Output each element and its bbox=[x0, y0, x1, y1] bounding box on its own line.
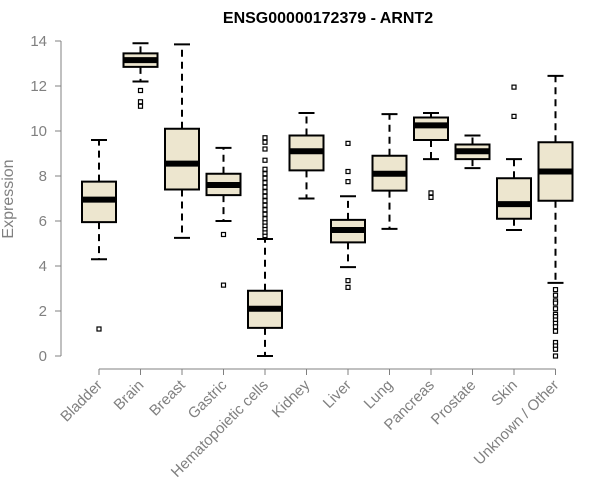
outlier-point bbox=[262, 216, 268, 222]
outlier-point bbox=[262, 198, 268, 204]
outlier-point bbox=[220, 282, 227, 288]
outlier-point bbox=[262, 202, 268, 208]
outlier-point bbox=[262, 193, 268, 199]
category-label: Brain bbox=[111, 377, 148, 414]
iqr-box bbox=[413, 116, 449, 141]
box-group bbox=[496, 84, 532, 231]
outlier-point bbox=[552, 353, 559, 359]
box-group bbox=[288, 112, 325, 200]
outlier-point bbox=[262, 171, 268, 177]
box-group bbox=[122, 42, 159, 109]
outlier-point bbox=[262, 146, 268, 152]
outlier-point bbox=[262, 207, 268, 213]
outlier-point bbox=[262, 211, 268, 217]
box-group bbox=[330, 140, 366, 290]
outlier-point bbox=[428, 190, 434, 196]
y-tick-label: 6 bbox=[39, 213, 47, 230]
outlier-point bbox=[220, 231, 227, 238]
outlier-point bbox=[262, 166, 268, 172]
box-group bbox=[413, 112, 449, 200]
chart-title: ENSG00000172379 - ARNT2 bbox=[223, 10, 433, 27]
outlier-point bbox=[262, 184, 268, 190]
iqr-box bbox=[496, 177, 532, 220]
outlier-point bbox=[511, 84, 517, 90]
outlier-point bbox=[552, 346, 559, 352]
y-tick-label: 12 bbox=[30, 78, 47, 95]
box-group bbox=[205, 146, 242, 288]
y-axis-title: Expression bbox=[0, 159, 17, 238]
outlier-point bbox=[137, 87, 144, 94]
y-tick-label: 14 bbox=[30, 33, 47, 50]
y-tick-label: 0 bbox=[39, 348, 47, 365]
box-group bbox=[537, 74, 574, 359]
outlier-point bbox=[345, 168, 351, 175]
y-tick-label: 4 bbox=[39, 258, 47, 275]
box-group bbox=[454, 134, 491, 170]
box-group bbox=[247, 135, 283, 357]
outlier-point bbox=[345, 278, 351, 284]
y-axis: 0 2 4 6 8 10 12 14 bbox=[30, 33, 62, 365]
outlier-point bbox=[262, 135, 268, 141]
outlier-point bbox=[345, 179, 351, 185]
category-label: Skin bbox=[488, 377, 521, 410]
outlier-point bbox=[345, 140, 351, 146]
box-group bbox=[81, 139, 117, 332]
category-label: Liver bbox=[320, 377, 355, 412]
outlier-point bbox=[262, 189, 268, 195]
outlier-point bbox=[511, 113, 517, 119]
y-tick-label: 2 bbox=[39, 303, 47, 320]
outlier-point bbox=[262, 139, 268, 145]
outlier-point bbox=[137, 103, 144, 109]
outlier-point bbox=[428, 194, 434, 200]
outlier-point bbox=[552, 300, 559, 306]
outlier-point bbox=[262, 180, 268, 186]
outlier-point bbox=[345, 284, 351, 290]
y-tick-label: 8 bbox=[39, 168, 47, 185]
outlier-point bbox=[137, 99, 144, 105]
boxes-layer bbox=[81, 42, 574, 359]
category-label: Bladder bbox=[57, 377, 106, 426]
category-label: Lung bbox=[361, 377, 397, 413]
iqr-box bbox=[164, 127, 200, 191]
outlier-point bbox=[552, 306, 559, 312]
y-tick-label: 10 bbox=[30, 123, 47, 140]
outlier-point bbox=[262, 157, 268, 163]
outlier-point bbox=[552, 328, 559, 334]
outlier-point bbox=[262, 175, 268, 181]
category-label: Breast bbox=[146, 376, 189, 419]
outlier-point bbox=[552, 292, 559, 298]
category-label: Kidney bbox=[269, 376, 314, 421]
outlier-point bbox=[552, 287, 559, 293]
outlier-point bbox=[552, 324, 559, 330]
category-label: Prostate bbox=[428, 377, 480, 429]
outlier-point bbox=[96, 326, 102, 332]
x-axis bbox=[98, 368, 556, 375]
box-group bbox=[164, 43, 200, 239]
box-group bbox=[371, 113, 408, 230]
